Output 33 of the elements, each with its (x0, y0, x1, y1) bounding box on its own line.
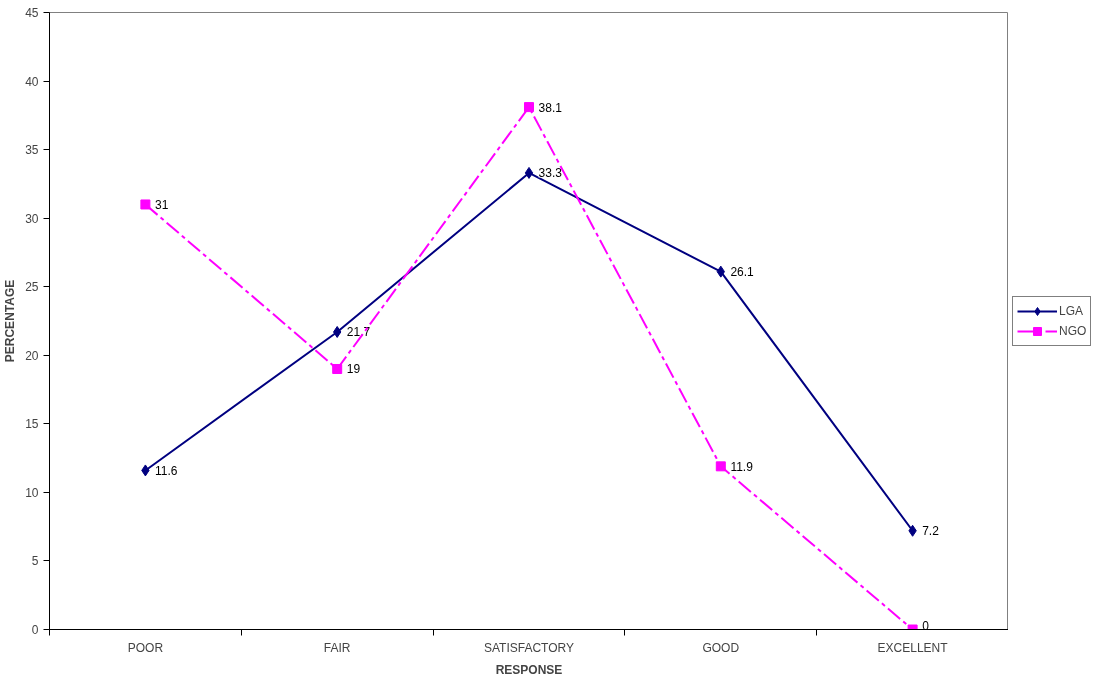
y-tick-label: 20 (25, 348, 39, 363)
y-tick-label: 25 (25, 280, 39, 295)
y-tick-label: 10 (25, 485, 39, 500)
data-label: 38.1 (538, 100, 563, 115)
data-label: 11.9 (730, 459, 754, 474)
data-label: 26.1 (730, 265, 755, 280)
y-tick-label: 40 (25, 74, 39, 89)
data-label: 31 (154, 197, 169, 212)
data-label: 7.2 (922, 524, 940, 539)
data-label: 21.7 (346, 325, 371, 340)
x-tick-label: EXCELLENT (877, 640, 949, 655)
x-tick-label: FAIR (323, 640, 351, 655)
y-tick-label: 0 (31, 623, 39, 637)
x-tick-label: POOR (127, 640, 164, 655)
point (524, 166, 534, 179)
x-axis-title: RESPONSE (495, 662, 563, 677)
y-tick-label: 45 (25, 6, 39, 20)
legend-label: LGA (1059, 303, 1084, 318)
data-label: 33.3 (538, 166, 563, 181)
x-tick-label: GOOD (702, 640, 740, 655)
point (332, 363, 343, 374)
data-label: 11.6 (154, 463, 178, 478)
legend-label: NGO (1059, 323, 1087, 338)
y-axis-title: PERCENTAGE (3, 279, 18, 363)
y-tick-label: 5 (31, 554, 39, 569)
data-label: 19 (346, 362, 361, 377)
x-tick-label: SATISFACTORY (483, 640, 575, 655)
y-tick-label: 30 (25, 211, 39, 226)
point (524, 102, 534, 113)
y-tick-label: 15 (25, 417, 39, 432)
y-tick-label: 35 (25, 143, 39, 158)
point (140, 199, 151, 210)
point (715, 461, 726, 472)
